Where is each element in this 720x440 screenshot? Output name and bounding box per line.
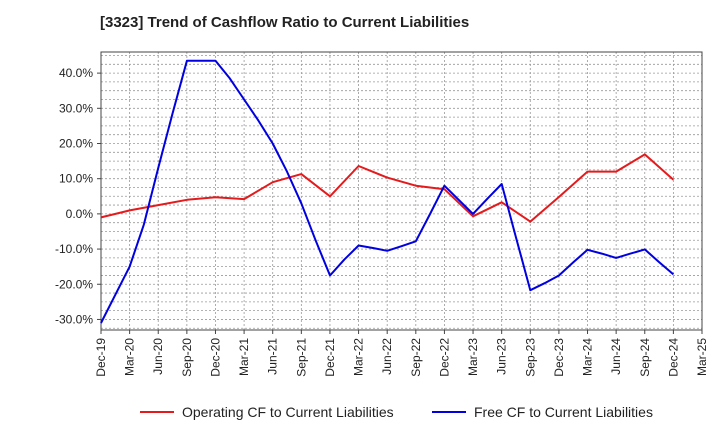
plot-area (101, 52, 702, 330)
y-tick-label: 20.0% (59, 136, 93, 150)
x-tick-label: Dec-24 (666, 338, 680, 377)
x-tick-label: Mar-20 (123, 338, 137, 376)
x-tick-label: Jun-20 (151, 338, 165, 375)
x-tick-label: Sep-21 (294, 338, 308, 377)
x-tick-label: Jun-24 (609, 338, 623, 375)
x-tick-label: Jun-21 (266, 338, 280, 375)
x-tick-label: Dec-20 (208, 338, 222, 377)
x-tick-label: Dec-22 (437, 338, 451, 377)
chart-title: [3323] Trend of Cashflow Ratio to Curren… (100, 14, 470, 31)
x-tick-labels: Dec-19 Mar-20 Jun-20 Sep-20 Dec-20 Mar-21 Jun-… (94, 338, 709, 377)
x-tick-label: Mar-22 (352, 338, 366, 376)
legend-label-free-cf: Free CF to Current Liabilities (474, 404, 653, 420)
y-tick-label: -30.0% (55, 312, 93, 326)
x-tick-label: Sep-20 (180, 338, 194, 377)
legend-swatch-operating-cf (140, 411, 174, 413)
legend-item-free-cf: Free CF to Current Liabilities (432, 404, 653, 420)
y-tick-label: -10.0% (55, 242, 93, 256)
axes (97, 51, 703, 334)
x-tick-label: Mar-21 (237, 338, 251, 376)
y-tick-label: 40.0% (59, 66, 93, 80)
x-tick-label: Jun-22 (380, 338, 394, 375)
x-tick-label: Sep-24 (638, 338, 652, 377)
y-tick-label: 10.0% (59, 172, 93, 186)
x-tick-label: Jun-23 (495, 338, 509, 375)
x-tick-label: Dec-19 (94, 338, 108, 377)
y-tick-label: 30.0% (59, 101, 93, 115)
y-tick-label: -20.0% (55, 277, 93, 291)
series-line-operating-cf (100, 153, 675, 223)
plot-border (100, 51, 703, 331)
x-tick-label: Mar-24 (581, 338, 595, 376)
legend-swatch-free-cf (432, 411, 466, 413)
y-tick-label: 0.0% (66, 207, 94, 221)
series-lines (100, 59, 675, 324)
y-tick-labels: -30.0% -20.0% -10.0% 0.0% 10.0% 20.0% 30.0% 40.… (55, 66, 93, 326)
x-tick-label: Dec-23 (552, 338, 566, 377)
series-line-free-cf (100, 59, 675, 324)
grid-lines (100, 52, 703, 330)
x-tick-label: Mar-23 (466, 338, 480, 376)
x-tick-label: Dec-21 (323, 338, 337, 377)
x-tick-label: Mar-25 (695, 338, 709, 376)
legend-label-operating-cf: Operating CF to Current Liabilities (182, 404, 394, 420)
x-tick-label: Sep-22 (409, 338, 423, 377)
legend-item-operating-cf: Operating CF to Current Liabilities (140, 404, 394, 420)
x-tick-label: Sep-23 (523, 338, 537, 377)
